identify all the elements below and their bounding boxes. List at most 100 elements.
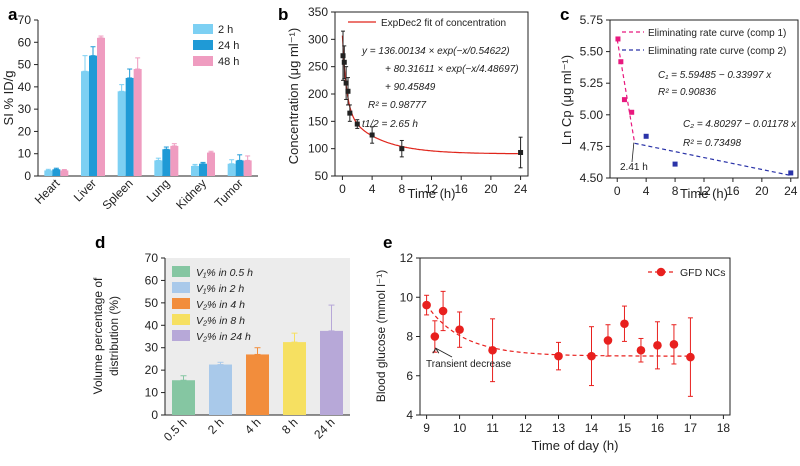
legend-label: ExpDec2 fit of concentration [381,18,506,29]
data-point [615,36,621,42]
y-axis-label: Blood glucose (mmol l⁻¹) [374,270,388,402]
y-tick-label: 50 [18,58,32,72]
panel-d: 0 10 20 30 40 50 60 70 Volume percentage of distr… [91,251,350,444]
bar-48h [243,160,252,176]
y-tick-label: 5.25 [580,76,604,90]
legend-swatch [172,330,190,341]
x-tick-label: Heart [32,176,63,207]
x-tick-label: Lung [144,176,173,205]
data-point [399,146,405,152]
x-tick-label: 24 [784,184,798,198]
bar [172,380,195,415]
panel-e: 4 6 8 10 12 9 10 11 12 13 14 15 16 17 18 Blood glucose … [374,251,731,453]
y-axis-label: Concentration (μg ml⁻¹) [286,28,301,164]
data-point [455,325,464,334]
bar-2h [227,163,236,176]
bar-24h [199,163,207,176]
x-tick-label: 12 [425,182,439,196]
y-tick-label: 60 [18,35,32,49]
y-tick-label: 70 [145,251,159,265]
bar-24h [125,77,134,176]
y-tick-label: 20 [145,363,159,377]
legend-swatch [172,314,190,325]
x-tick-label: 20 [755,184,769,198]
y-tick-label: 30 [18,102,32,116]
y-axis-label: SI % ID/g [1,71,16,126]
legend-swatch [172,298,190,309]
annotation: y = 136.00134 × exp(−x/0.54622) [361,46,510,57]
bar-48h [97,37,105,177]
panel-label-e: e [383,233,392,252]
data-point [686,352,695,362]
x-tick-label: 16 [726,184,740,198]
curve-comp1 [616,39,636,144]
panel-a: 0 10 20 30 40 50 60 70 SI % ID/g Heart Liver Spleen… [1,13,258,213]
panel-b: 50 100 150 200 250 300 350 0 4 8 12 16 20 24 Concentra… [286,5,529,201]
data-point [672,161,678,167]
y-tick-label: 5.50 [580,45,604,59]
legend-swatch [193,40,213,50]
bar [209,364,232,415]
data-point [653,341,662,350]
x-tick-label: 4 h [242,415,264,437]
bar-2h [154,160,163,176]
x-tick-label: 9 [423,421,430,435]
bar-2h [44,170,53,176]
trend-line [426,304,691,357]
x-tick-label: 4 [643,184,650,198]
panel-c: 4.50 4.75 5.00 5.25 5.50 5.75 0 4 8 12 16 20 24 Ln Cp… [559,13,799,201]
bar-24h [52,169,61,176]
data-point [369,132,375,138]
y-tick-label: 50 [315,169,329,183]
legend-label: Eliminating rate curve (comp 1) [648,28,786,39]
annotation-pointer [631,142,635,163]
x-tick-label: 12 [697,184,711,198]
y-tick-label: 12 [400,251,414,265]
data-point [438,306,448,316]
bar-48h [170,145,179,176]
y-tick-label: 350 [308,5,328,19]
data-point [620,319,629,329]
annotation-arrowhead [432,347,440,354]
legend-label: 48 h [218,56,239,68]
y-tick-label: 40 [145,318,159,332]
data-point [518,149,524,155]
y-tick-label: 10 [400,290,414,304]
x-axis-label: Time (h) [680,186,728,201]
bar-24h [235,160,244,176]
legend-label: V₂% in 24 h [196,331,251,343]
data-point [345,88,351,94]
annotation: C₁ = 5.59485 − 0.33997 x [658,70,772,81]
legend-swatch [193,24,213,34]
data-point [340,53,346,59]
data-point [422,300,431,310]
y-tick-label: 250 [308,60,328,74]
x-tick-label: 16 [455,182,469,196]
x-tick-label: Spleen [99,176,135,212]
data-point [354,121,360,127]
data-point [341,59,347,65]
bar-24h [89,55,97,176]
legend-label: V₂% in 4 h [196,299,245,311]
y-axis-label: Volume percentage of [91,277,105,394]
x-tick-label: Liver [71,176,99,204]
annotation-arrow [435,347,453,358]
legend-label: V₁% in 2 h [196,283,244,295]
data-point [621,97,627,103]
panel-label-a: a [8,5,18,24]
panel-label-b: b [278,5,288,24]
panel-label-c: c [560,5,569,24]
x-tick-label: Tumor [212,176,246,210]
legend-swatch [193,56,213,66]
panel-label-d: d [95,233,105,252]
data-point [488,345,497,355]
y-tick-label: 40 [18,80,32,94]
bar-48h [60,170,69,176]
y-tick-label: 20 [18,124,32,138]
x-axis-label: Time (h) [408,186,456,201]
legend-label: V₂% in 8 h [196,315,245,327]
annotation: + 90.45849 [385,82,436,93]
y-tick-label: 5.00 [580,108,604,122]
x-tick-label: 13 [552,421,566,435]
